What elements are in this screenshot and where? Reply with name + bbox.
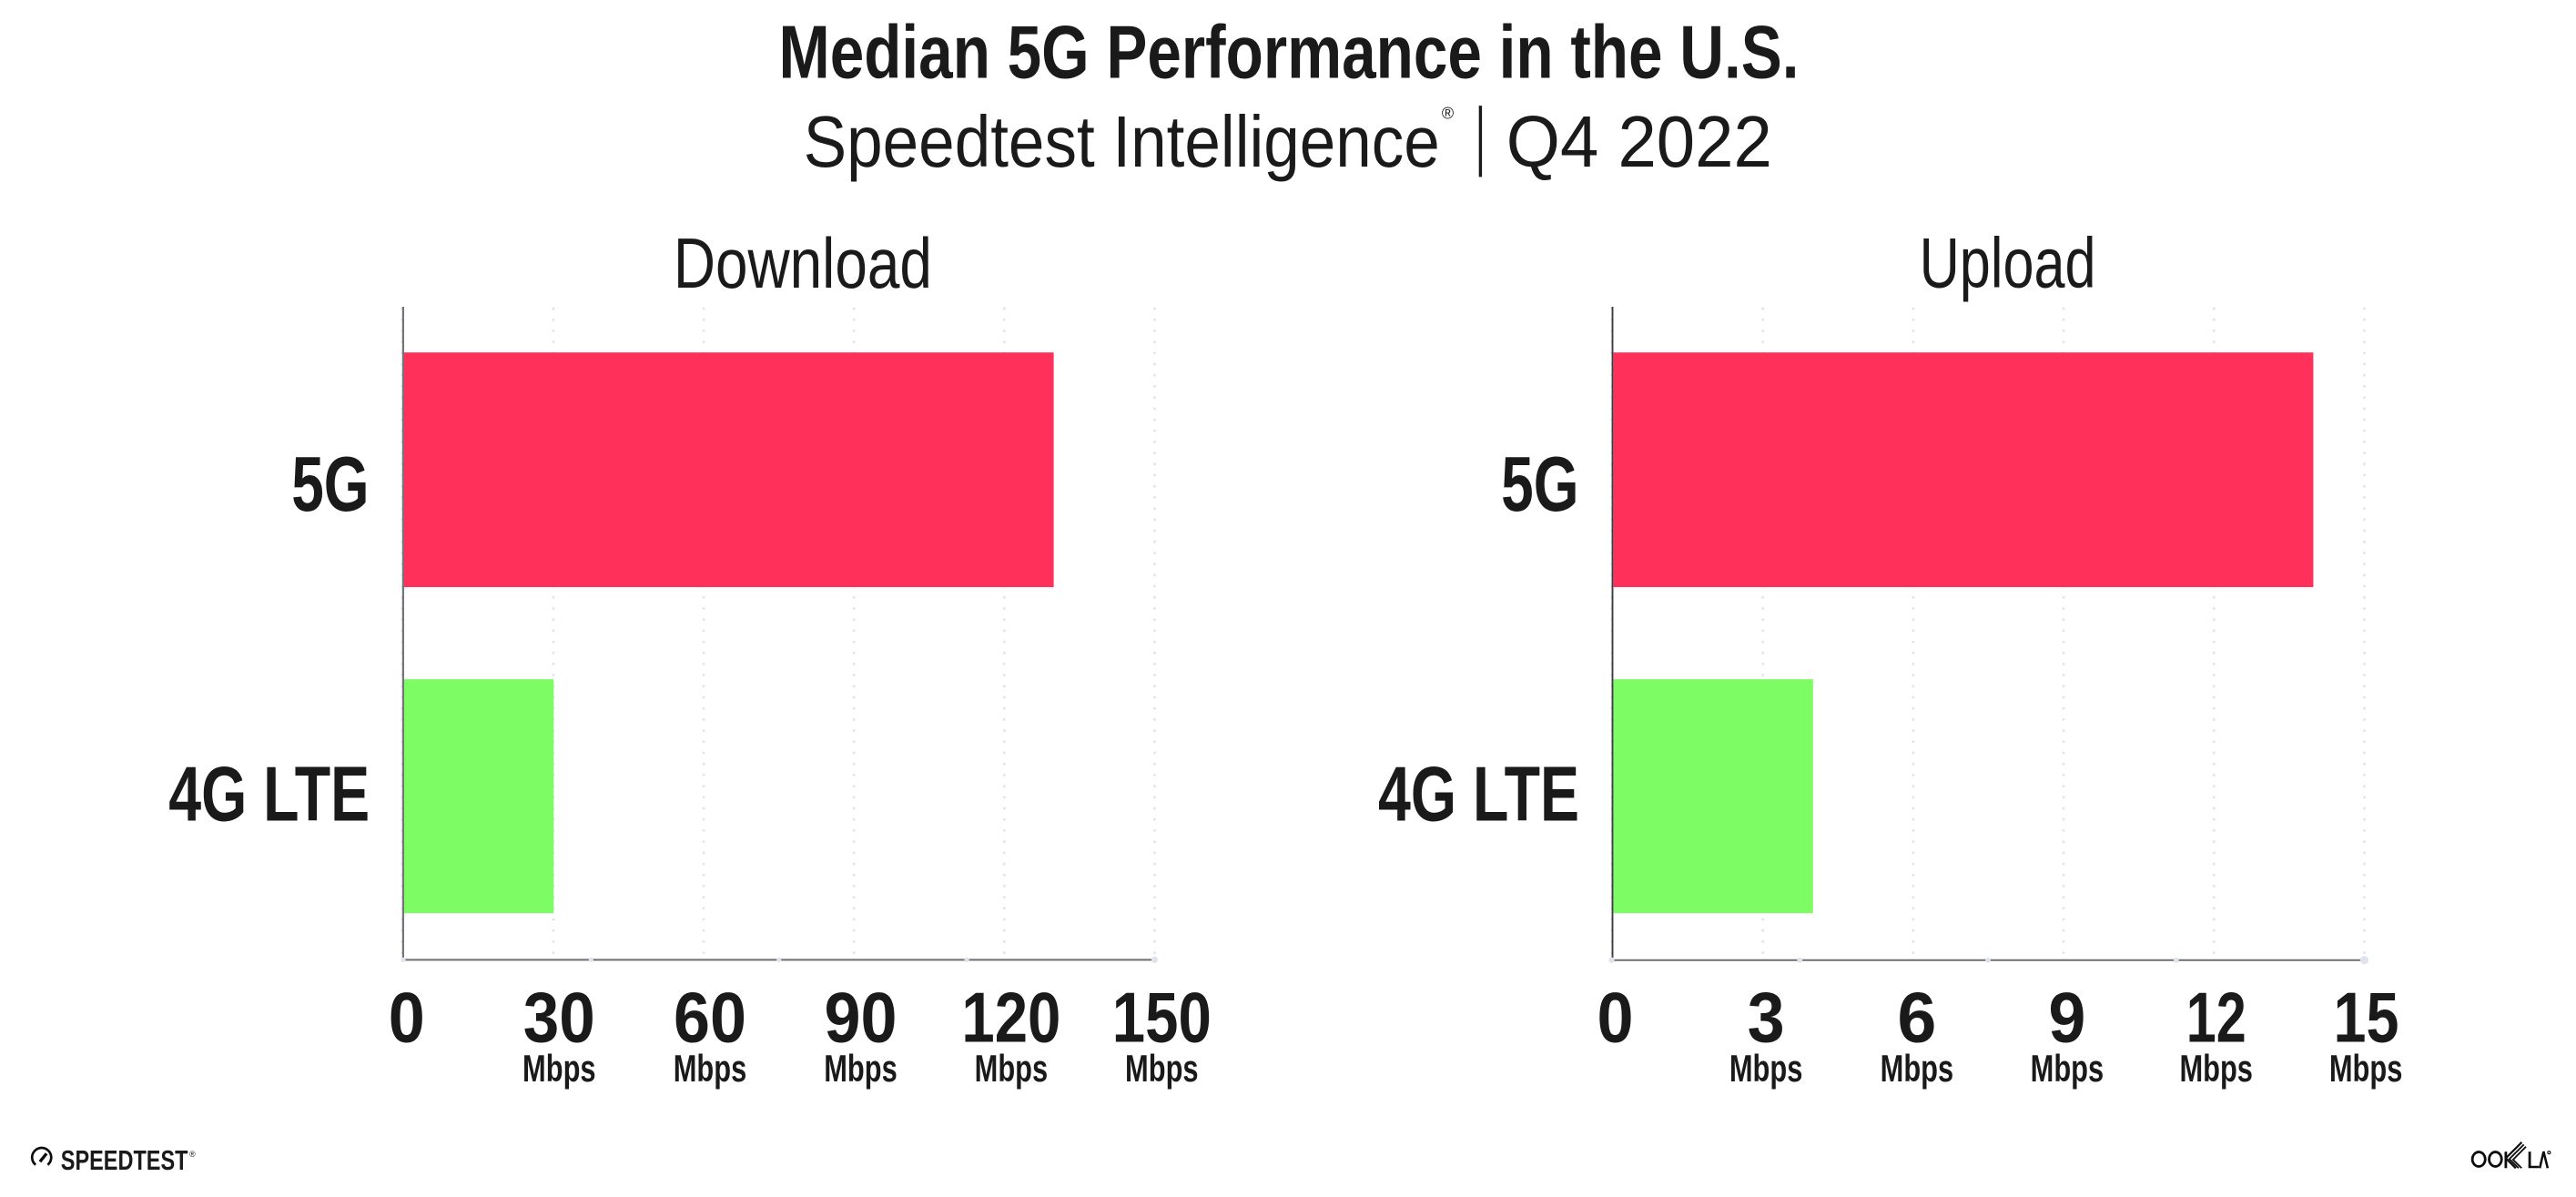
svg-text:150: 150	[1112, 977, 1212, 1057]
svg-text:0: 0	[1597, 977, 1634, 1057]
svg-text:Mbps: Mbps	[824, 1047, 898, 1090]
svg-text:Q4 2022: Q4 2022	[1506, 101, 1772, 182]
svg-text:9: 9	[2048, 977, 2085, 1057]
svg-text:4G LTE: 4G LTE	[168, 751, 370, 837]
svg-text:12: 12	[2186, 977, 2246, 1057]
svg-text:Mbps: Mbps	[674, 1047, 747, 1090]
svg-text:6: 6	[1897, 977, 1936, 1057]
svg-text:15: 15	[2334, 977, 2399, 1057]
svg-text:®: ®	[1442, 104, 1454, 122]
svg-text:Mbps: Mbps	[2329, 1047, 2403, 1090]
svg-text:Mbps: Mbps	[1881, 1047, 1954, 1090]
svg-text:90: 90	[825, 977, 898, 1057]
svg-text:SPEEDTEST: SPEEDTEST	[61, 1144, 188, 1176]
svg-text:Mbps: Mbps	[1729, 1047, 1803, 1090]
svg-text:30: 30	[523, 977, 595, 1057]
svg-text:Speedtest Intelligence: Speedtest Intelligence	[804, 101, 1440, 182]
svg-text:Mbps: Mbps	[2179, 1047, 2253, 1090]
svg-text:0: 0	[389, 977, 425, 1057]
svg-text:Upload: Upload	[1920, 222, 2096, 302]
svg-text:Mbps: Mbps	[522, 1047, 596, 1090]
svg-text:Mbps: Mbps	[975, 1047, 1049, 1090]
svg-text:5G: 5G	[1501, 441, 1578, 528]
svg-text:Mbps: Mbps	[1125, 1047, 1199, 1090]
svg-text:Mbps: Mbps	[2031, 1047, 2104, 1090]
svg-text:Download: Download	[674, 223, 932, 303]
svg-text:3: 3	[1748, 977, 1785, 1057]
svg-text:120: 120	[961, 977, 1060, 1057]
svg-text:60: 60	[674, 977, 746, 1057]
svg-text:5G: 5G	[291, 441, 369, 528]
svg-text:4G LTE: 4G LTE	[1378, 751, 1579, 837]
svg-text:Median 5G Performance in the U: Median 5G Performance in the U.S.	[779, 10, 1800, 95]
svg-text:®: ®	[189, 1150, 196, 1159]
